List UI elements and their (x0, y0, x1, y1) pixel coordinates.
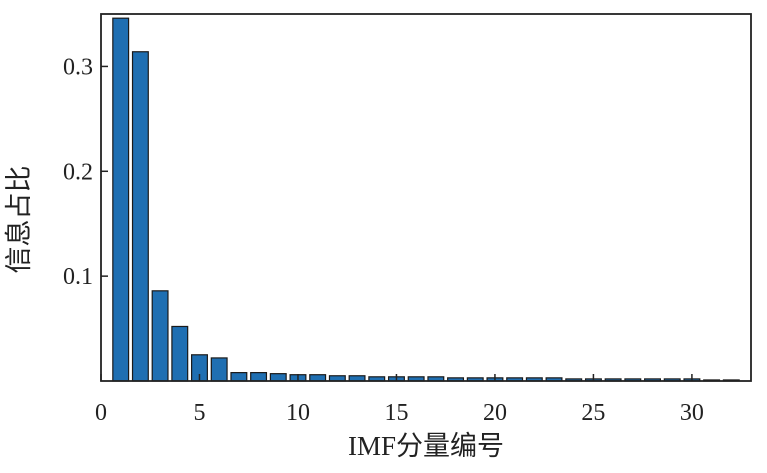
bar-imf-1 (112, 17, 130, 382)
y-tick-label: 0.2 (63, 159, 93, 185)
x-tick-label: 10 (286, 400, 310, 426)
bar-imf-8 (250, 372, 268, 382)
bar-imf-3 (151, 290, 169, 382)
x-tick-label: 0 (95, 400, 107, 426)
bars-group (112, 17, 740, 382)
bar-imf-2 (131, 51, 149, 382)
x-tick-label: 30 (680, 400, 704, 426)
bar-imf-11 (309, 374, 327, 382)
bar-imf-7 (230, 372, 248, 382)
bar-imf-4 (171, 325, 189, 382)
x-tick-label: 20 (483, 400, 507, 426)
x-axis-title: IMF分量编号 (348, 431, 504, 461)
plot-frame (100, 13, 752, 382)
x-tick-label: 15 (384, 400, 408, 426)
y-ticks-group: 0.1 0.2 0.3 (63, 54, 108, 290)
y-axis-title: 信息占比 (4, 166, 34, 274)
bar-imf-9 (269, 373, 287, 382)
x-tick-label: 25 (581, 400, 605, 426)
x-ticks-group: 0 5 10 15 20 25 30 (95, 374, 704, 426)
x-tick-label: 5 (193, 400, 205, 426)
bar-imf-6 (210, 357, 228, 382)
y-tick-label: 0.1 (63, 264, 93, 290)
y-tick-label: 0.3 (63, 54, 93, 80)
